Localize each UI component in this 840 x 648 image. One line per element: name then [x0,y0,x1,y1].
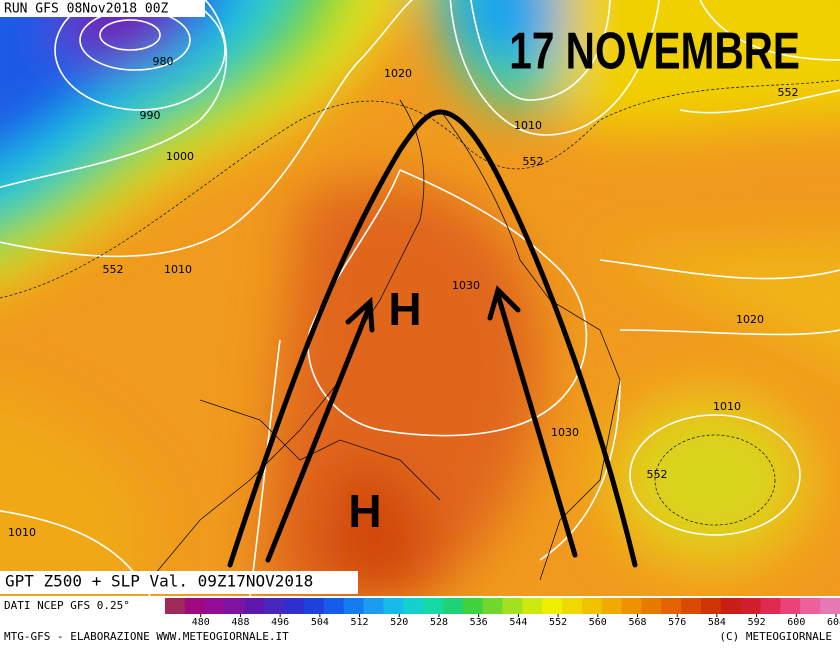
contour-label: 1010 [164,263,192,276]
colorbar-cell [820,598,840,614]
high-pressure-marker: H [388,283,421,335]
colorbar-label: 576 [668,617,686,628]
source-label: DATI NCEP GFS 0.25° [4,599,130,612]
colorbar-label: 488 [231,617,249,628]
colorbar-cell [363,598,384,614]
contour-label: 552 [103,263,124,276]
colorbar-cell [383,598,404,614]
colorbar-cell [780,598,801,614]
colorbar-cell [184,598,206,614]
colorbar-cell [740,598,762,614]
colorbar-label: 480 [192,617,210,628]
colorbar-cell [621,598,642,614]
colorbar-cell [522,598,543,614]
colorbar-cell [423,598,444,614]
colorbar-cell [403,598,424,614]
colorbar-label: 608 [827,617,840,628]
colorbar-cell [562,598,583,614]
colorbar-cell [264,598,285,614]
contour-label: 552 [647,468,668,481]
colorbar-cell [581,598,603,614]
colorbar-cell [224,598,245,614]
contour-label: 1010 [514,119,542,132]
colorbar-cell [204,598,226,614]
colorbar-label: 600 [787,617,805,628]
colorbar-cell [442,598,464,614]
contour-label: 1020 [384,67,412,80]
colorbar-label: 536 [470,617,488,628]
colorbar-cell [303,598,325,614]
colorbar-cell [760,598,781,614]
map-title: 17 NOVEMBRE [509,22,800,80]
field-label: GPT Z500 + SLP Val. 09Z17NOV2018 [5,572,313,591]
credit-label: MTG-GFS - ELABORAZIONE WWW.METEOGIORNALE… [4,630,289,643]
colorbar-cell [542,598,563,614]
contour-label: 552 [778,86,799,99]
contour-label: 1030 [452,279,480,292]
colorbar-cell [323,598,345,614]
colorbar-label: 552 [549,617,567,628]
contour-label: 552 [523,155,544,168]
colorbar-label: 520 [390,617,408,628]
contour-label: 1010 [8,526,36,539]
colorbar-cell [720,598,742,614]
colorbar-label: 496 [271,617,289,628]
colorbar-label: 560 [589,617,607,628]
colorbar-cell [284,598,305,614]
colorbar-cell [661,598,682,614]
colorbar-cell [701,598,722,614]
colorbar-cell [462,598,484,614]
contour-label: 1020 [736,313,764,326]
colorbar-cell [244,598,265,614]
colorbar: 480 488 496 504 512 520 528 536 544 552 560 568 576 5… [165,598,840,628]
copyright-label: (C) METEOGIORNALE [719,630,832,643]
high-pressure-marker: H [348,485,381,537]
colorbar-label: 584 [708,617,726,628]
contour-label: 980 [153,55,174,68]
contour-label: 990 [140,109,161,122]
contour-label: 1000 [166,150,194,163]
colorbar-label: 544 [509,617,527,628]
map-field [0,0,840,596]
colorbar-label: 568 [628,617,646,628]
colorbar-cell [601,598,623,614]
colorbar-cell [800,598,821,614]
colorbar-label: 592 [748,617,766,628]
colorbar-label: 512 [351,617,369,628]
colorbar-cell [343,598,365,614]
run-label: RUN GFS 08Nov2018 00Z [4,2,169,17]
colorbar-label: 528 [430,617,448,628]
contour-label: 1030 [551,426,579,439]
colorbar-cell [165,598,186,614]
contour-label: 1010 [713,400,741,413]
colorbar-cell [641,598,662,614]
colorbar-cell [482,598,503,614]
colorbar-cell [502,598,523,614]
colorbar-cell [681,598,702,614]
colorbar-label: 504 [311,617,329,628]
